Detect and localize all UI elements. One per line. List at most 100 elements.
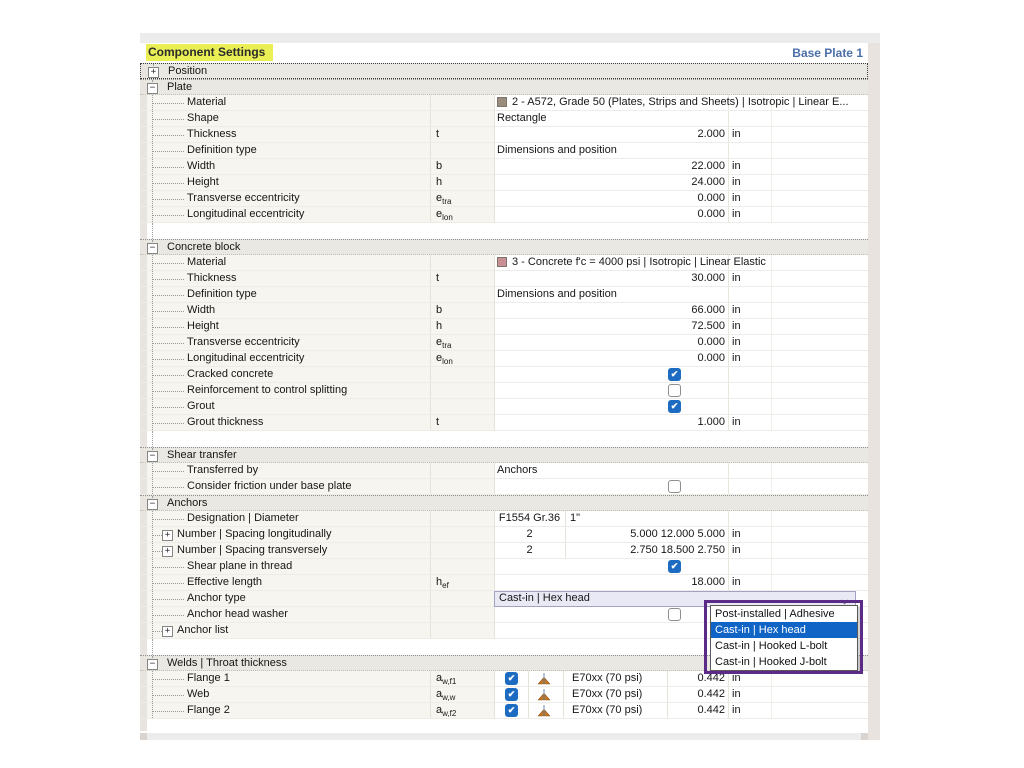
scroll-right-cap[interactable]	[861, 733, 868, 740]
row-number-spacing-longitudinally[interactable]: in + Number | Spacing longitudinally 2 5.000…	[140, 527, 868, 543]
property-symbol: elon	[436, 208, 453, 223]
symbol-cell: t	[430, 415, 494, 430]
collapse-icon[interactable]: −	[147, 83, 158, 94]
section-row-plate[interactable]: − Plate	[140, 79, 868, 95]
horizontal-scrollbar[interactable]	[140, 733, 868, 740]
label-cell	[147, 559, 430, 574]
value-cell	[494, 415, 728, 430]
row-web[interactable]: aw,w in Web ✔ E70xx (70 psi) 0.442	[140, 687, 868, 703]
section-row-shear-transfer[interactable]: − Shear transfer	[140, 447, 868, 463]
row-reinforcement-to-control-splitting[interactable]: Reinforcement to control splitting	[140, 383, 868, 399]
row-longitudinal-eccentricity[interactable]: elon in Longitudinal eccentricity 0.000	[140, 351, 868, 367]
row-width[interactable]: b in Width 66.000	[140, 303, 868, 319]
symbol-cell: elon	[430, 351, 494, 366]
cell-divider	[563, 703, 564, 718]
row-definition-type[interactable]: Definition type Dimensions and position	[140, 287, 868, 303]
row-effective-length[interactable]: hef in Effective length 18.000	[140, 575, 868, 591]
expand-icon[interactable]: +	[162, 626, 173, 637]
dropdown-item-cast-in-hooked-l-bolt[interactable]: Cast-in | Hooked L-bolt	[715, 640, 828, 652]
row-gutter	[140, 367, 147, 382]
tree-branch	[153, 567, 184, 568]
expand-icon[interactable]: +	[148, 67, 159, 78]
material-color-swatch	[497, 257, 507, 267]
row-transverse-eccentricity[interactable]: etra in Transverse eccentricity 0.000	[140, 191, 868, 207]
cell-divider	[563, 671, 564, 686]
checkbox-flange-2[interactable]: ✔	[505, 704, 518, 717]
tree-line	[152, 543, 153, 558]
value-number: 30.000	[691, 272, 725, 284]
checkbox-shear-plane-in-thread[interactable]: ✔	[668, 560, 681, 573]
row-material[interactable]: Material 3 - Concrete f'c = 4000 psi | Is…	[140, 255, 868, 271]
row-height[interactable]: h in Height 24.000	[140, 175, 868, 191]
row-transferred-by[interactable]: Transferred by Anchors	[140, 463, 868, 479]
row-shear-plane-in-thread[interactable]: Shear plane in thread ✔	[140, 559, 868, 575]
property-label: Height	[187, 320, 219, 332]
symbol-cell: aw,f2	[430, 703, 494, 718]
property-symbol: aw,f2	[436, 704, 457, 719]
symbol-cell: elon	[430, 207, 494, 222]
label-cell	[147, 95, 430, 110]
unit-cell: in	[728, 543, 771, 558]
value-text: Dimensions and position	[497, 144, 617, 156]
unit-label: in	[732, 272, 741, 284]
collapse-icon[interactable]: −	[147, 659, 158, 670]
section-row-concrete-block[interactable]: − Concrete block	[140, 239, 868, 255]
expand-icon[interactable]: +	[162, 546, 173, 557]
row-grout[interactable]: Grout ✔	[140, 399, 868, 415]
trailing-cell	[771, 559, 868, 574]
trailing-cell	[771, 399, 868, 414]
checkbox-grout[interactable]: ✔	[668, 400, 681, 413]
checkbox-consider-friction-under-base-plate[interactable]	[668, 480, 681, 493]
tree-branch	[153, 167, 184, 168]
row-transverse-eccentricity[interactable]: etra in Transverse eccentricity 0.000	[140, 335, 868, 351]
row-thickness[interactable]: t in Thickness 2.000	[140, 127, 868, 143]
scroll-left-cap[interactable]	[140, 733, 147, 740]
value-cell	[494, 383, 728, 398]
row-cracked-concrete[interactable]: Cracked concrete ✔	[140, 367, 868, 383]
tree-line	[152, 383, 153, 398]
checkbox-anchor-head-washer[interactable]	[668, 608, 681, 621]
row-thickness[interactable]: t in Thickness 30.000	[140, 271, 868, 287]
collapse-icon[interactable]: −	[147, 451, 158, 462]
row-designation-diameter[interactable]: Designation | Diameter F1554 Gr.36 1"	[140, 511, 868, 527]
row-flange-1[interactable]: aw,f1 in Flange 1 ✔ E70xx (70 psi) 0.442	[140, 671, 868, 687]
row-consider-friction-under-base-plate[interactable]: Consider friction under base plate	[140, 479, 868, 495]
unit-label: in	[732, 688, 741, 700]
value-cell	[494, 559, 728, 574]
checkbox-web[interactable]: ✔	[505, 688, 518, 701]
checkbox-cracked-concrete[interactable]: ✔	[668, 368, 681, 381]
value-text: Dimensions and position	[497, 288, 617, 300]
tree-line	[152, 335, 153, 350]
property-symbol: t	[436, 128, 440, 140]
anchor-type-select[interactable]: Cast-in | Hex head	[494, 591, 856, 607]
row-definition-type[interactable]: Definition type Dimensions and position	[140, 143, 868, 159]
expand-icon[interactable]: +	[162, 530, 173, 541]
section-row-position[interactable]: + Position	[140, 63, 868, 79]
row-shape[interactable]: Shape Rectangle	[140, 111, 868, 127]
row-width[interactable]: b in Width 22.000	[140, 159, 868, 175]
fillet-weld-icon	[537, 688, 551, 701]
collapse-icon[interactable]: −	[147, 499, 158, 510]
checkbox-flange-1[interactable]: ✔	[505, 672, 518, 685]
dropdown-item-cast-in-hex-head[interactable]: Cast-in | Hex head	[711, 622, 857, 638]
row-number-spacing-transversely[interactable]: in + Number | Spacing transversely 2 2.750 1…	[140, 543, 868, 559]
dropdown-item-cast-in-hooked-j-bolt[interactable]: Cast-in | Hooked J-bolt	[715, 656, 827, 668]
dropdown-item-post-installed-adhesive[interactable]: Post-installed | Adhesive	[715, 608, 835, 620]
vertical-scrollbar[interactable]	[868, 43, 880, 740]
tree-line	[152, 431, 153, 447]
row-height[interactable]: h in Height 72.500	[140, 319, 868, 335]
checkbox-reinforcement-to-control-splitting[interactable]	[668, 384, 681, 397]
property-label: Designation | Diameter	[187, 512, 299, 524]
row-flange-2[interactable]: aw,f2 in Flange 2 ✔ E70xx (70 psi) 0.442	[140, 703, 868, 719]
row-grout-thickness[interactable]: t in Grout thickness 1.000	[140, 415, 868, 431]
section-label: Position	[168, 65, 208, 77]
section-row-anchors[interactable]: − Anchors	[140, 495, 868, 511]
unit-label: in	[732, 336, 741, 348]
trailing-cell	[771, 319, 868, 334]
collapse-icon[interactable]: −	[147, 243, 158, 254]
tree-line	[152, 255, 153, 270]
row-material[interactable]: Material 2 - A572, Grade 50 (Plates, Stri…	[140, 95, 868, 111]
section-row-welds-throat-thickness[interactable]: − Welds | Throat thickness	[140, 655, 868, 671]
row-longitudinal-eccentricity[interactable]: elon in Longitudinal eccentricity 0.000	[140, 207, 868, 223]
tree-line	[152, 95, 153, 110]
